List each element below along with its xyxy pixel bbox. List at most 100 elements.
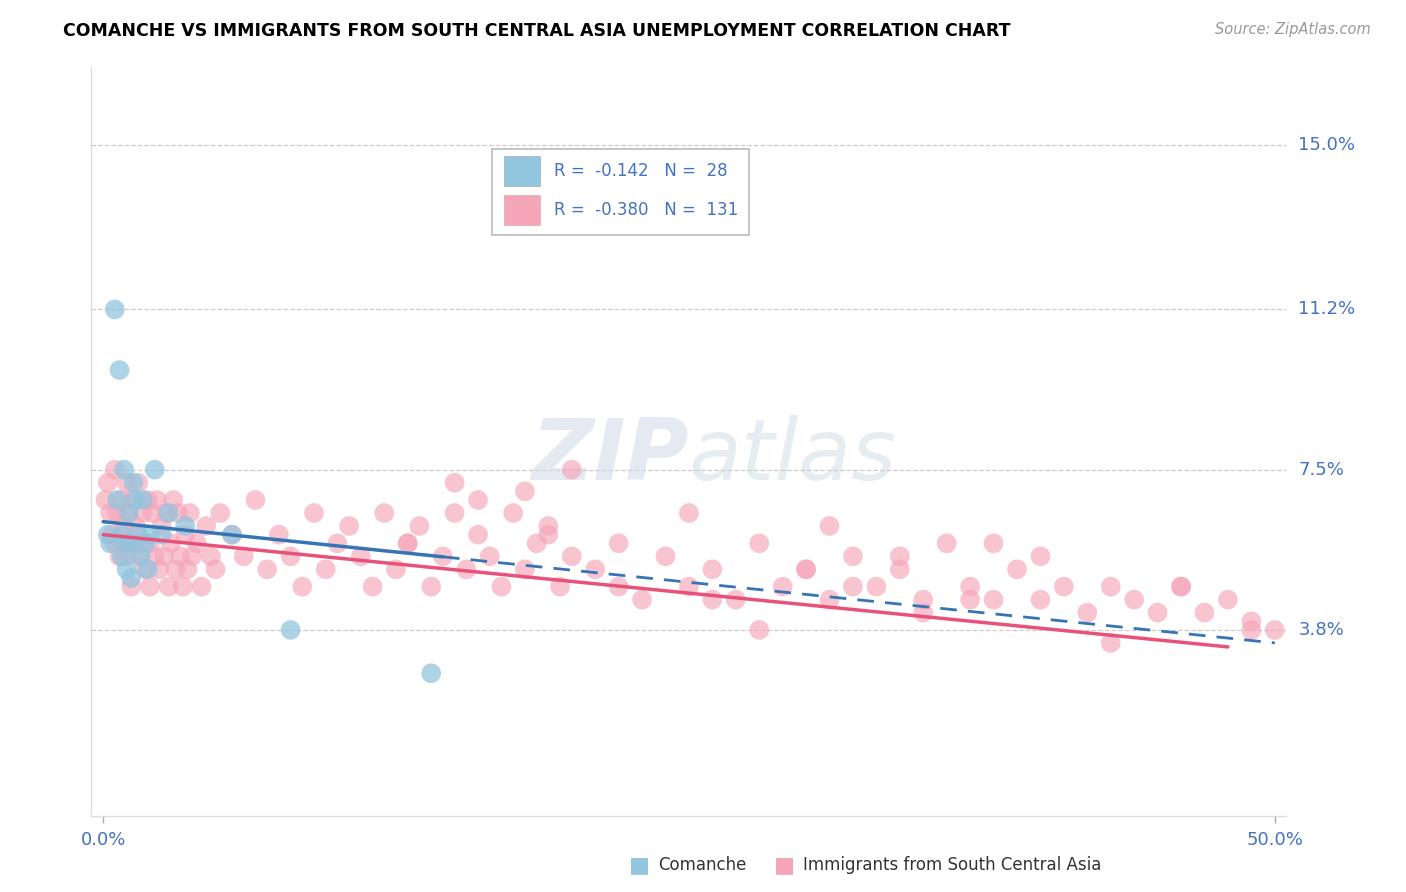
Point (702, 562, 724, 576)
Point (526, 536, 548, 550)
Point (478, 549, 501, 564)
Point (337, 519, 360, 533)
Point (125, 493, 148, 508)
Point (129, 549, 152, 564)
Point (105, 493, 128, 508)
Point (373, 506, 395, 520)
Point (112, 463, 135, 477)
Point (1123, 592, 1146, 607)
Point (1029, 549, 1052, 564)
Point (396, 536, 419, 550)
Point (245, 493, 267, 508)
Point (983, 536, 1005, 550)
Point (443, 506, 465, 520)
Point (631, 592, 654, 607)
Point (912, 606, 935, 620)
Point (280, 623, 302, 637)
Point (153, 549, 176, 564)
Point (772, 580, 794, 594)
Point (291, 580, 314, 594)
Point (678, 506, 700, 520)
Point (139, 527, 162, 541)
Point (165, 562, 187, 576)
Point (174, 519, 197, 533)
Point (122, 493, 145, 508)
Point (118, 506, 141, 520)
Point (172, 580, 194, 594)
Text: 15.0%: 15.0% (1298, 136, 1355, 153)
Point (232, 549, 254, 564)
Point (467, 493, 489, 508)
Point (94, 493, 117, 508)
Point (98, 536, 121, 550)
Point (134, 562, 156, 576)
Point (513, 562, 536, 576)
Point (143, 549, 166, 564)
Point (842, 580, 865, 594)
Point (186, 536, 208, 550)
Point (115, 562, 138, 576)
Point (104, 463, 127, 477)
Point (280, 549, 302, 564)
Point (143, 463, 166, 477)
Point (491, 580, 513, 594)
Point (150, 519, 173, 533)
Point (129, 549, 152, 564)
Point (959, 592, 981, 607)
Point (1240, 623, 1263, 637)
Point (959, 580, 981, 594)
Point (724, 592, 747, 607)
Point (935, 536, 957, 550)
Point (385, 562, 408, 576)
Point (174, 527, 197, 541)
Point (132, 506, 155, 520)
Point (111, 493, 134, 508)
Point (200, 549, 222, 564)
Point (179, 506, 201, 520)
Point (467, 527, 489, 541)
Point (204, 562, 226, 576)
Point (420, 580, 443, 594)
Point (548, 580, 571, 594)
Point (513, 484, 536, 499)
Point (120, 580, 142, 594)
Point (190, 580, 212, 594)
Point (157, 580, 180, 594)
Point (396, 536, 419, 550)
Point (315, 562, 337, 576)
Point (97, 527, 120, 541)
Point (537, 527, 560, 541)
Point (108, 549, 131, 564)
Point (1029, 592, 1052, 607)
Point (432, 549, 454, 564)
Point (221, 527, 243, 541)
Text: R =  -0.142   N =  28: R = -0.142 N = 28 (554, 162, 727, 180)
Point (842, 549, 865, 564)
Point (889, 562, 911, 576)
Point (561, 463, 583, 477)
Point (583, 562, 606, 576)
Point (209, 506, 232, 520)
Point (181, 549, 204, 564)
Point (134, 536, 156, 550)
Text: ■: ■ (775, 855, 794, 875)
Text: 3.8%: 3.8% (1298, 621, 1344, 639)
Point (136, 493, 159, 508)
Point (1099, 636, 1122, 650)
Point (120, 536, 142, 550)
Point (256, 562, 278, 576)
Point (160, 536, 183, 550)
Point (502, 506, 524, 520)
Point (1146, 606, 1168, 620)
Point (1170, 580, 1192, 594)
Point (1076, 606, 1098, 620)
Point (155, 506, 177, 520)
Text: Immigrants from South Central Asia: Immigrants from South Central Asia (803, 856, 1101, 874)
Point (748, 623, 770, 637)
Point (818, 592, 841, 607)
Point (654, 549, 676, 564)
Point (97, 475, 120, 490)
Point (1216, 592, 1239, 607)
Point (889, 549, 911, 564)
Point (456, 562, 478, 576)
